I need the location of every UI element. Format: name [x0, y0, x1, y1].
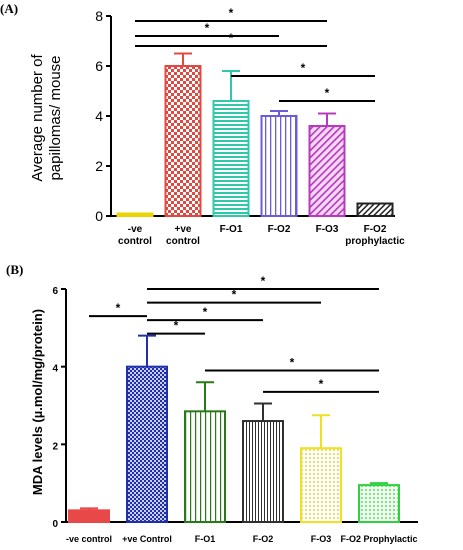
panel-b-category-label: -ve control: [66, 534, 112, 544]
panel-b-ylabel: MDA levels (µ.mol/mg/protein): [30, 309, 45, 495]
panel-a-bar: [116, 212, 154, 217]
panel-a-significance-star: *: [205, 21, 210, 35]
panel-b-bar: [358, 484, 400, 524]
panel-a-ytick-label: 8: [95, 8, 103, 24]
panel-a-bar: [308, 125, 346, 217]
panel-b-bar: [126, 365, 168, 523]
panel-a-significance-star: *: [229, 31, 234, 45]
panel-b-bar: [242, 420, 284, 523]
panel-a-ytick-label: 4: [95, 108, 103, 124]
panel-a-ytick-label: 0: [95, 208, 103, 224]
panel-b-significance-star: *: [319, 377, 324, 391]
panel-b-significance-star: *: [203, 305, 208, 319]
panel-b-bar: [184, 410, 226, 524]
panel-a-category-label: F-O2: [268, 224, 291, 235]
panel-b-significance-star: *: [232, 288, 237, 302]
panel-b-bar: [68, 509, 110, 524]
panel-b-bar: [300, 447, 342, 524]
panel-a-significance-star: *: [229, 6, 234, 20]
panel-a-category-label: control: [166, 236, 200, 247]
panel-b-category-label: F-O3: [311, 534, 332, 544]
panel-a-category-label: control: [118, 236, 152, 247]
panel-b-significance-star: *: [261, 274, 266, 288]
panel-a-category-label: -ve: [128, 224, 143, 235]
panel-b-significance-star: *: [174, 319, 179, 333]
panel-a-ylabel-line2: papillomas/ mouse: [47, 55, 64, 180]
panel-b-category-label: F-O2: [253, 534, 274, 544]
panel-a-category-label: F-O1: [220, 224, 243, 235]
panel-b-category-label: F-O1: [195, 534, 216, 544]
panel-a-bar: [356, 202, 394, 217]
panel-a-bar: [212, 100, 250, 217]
panel-a-bar: [260, 115, 298, 217]
panel-b-plot: 0 2 4 6 -ve control +ve Control F-O1 F-O2 F-O3 F-…: [52, 274, 418, 544]
panel-b-significance-star: *: [116, 301, 121, 315]
panel-b-ytick-label: 2: [52, 441, 58, 452]
panel-b-category-label: F-O2 Prophylactic: [340, 534, 417, 544]
panel-a-category-label: F-O2: [364, 224, 387, 235]
panel-a-category-label: F-O3: [316, 224, 339, 235]
panel-a-ylabel-line1: Average number of: [29, 54, 46, 182]
panel-b-label: (B): [6, 262, 23, 277]
panel-b-significance-star: *: [290, 356, 295, 370]
panel-a-ytick-label: 6: [95, 58, 103, 74]
panel-a-label: (A): [0, 1, 18, 16]
panel-a-category-label: prophylactic: [345, 236, 405, 247]
panel-b-ytick-label: 6: [52, 286, 58, 297]
panel-b-ytick-label: 4: [52, 364, 58, 375]
panel-a-ytick-label: 2: [95, 158, 103, 174]
panel-a-category-label: +ve: [175, 224, 192, 235]
panel-b-ytick-label: 0: [52, 519, 58, 530]
panel-a-significance-star: *: [301, 61, 306, 75]
panel-a-significance-star: *: [325, 86, 330, 100]
panel-b-category-label: +ve Control: [122, 534, 172, 544]
panel-a-bar: [164, 65, 202, 217]
